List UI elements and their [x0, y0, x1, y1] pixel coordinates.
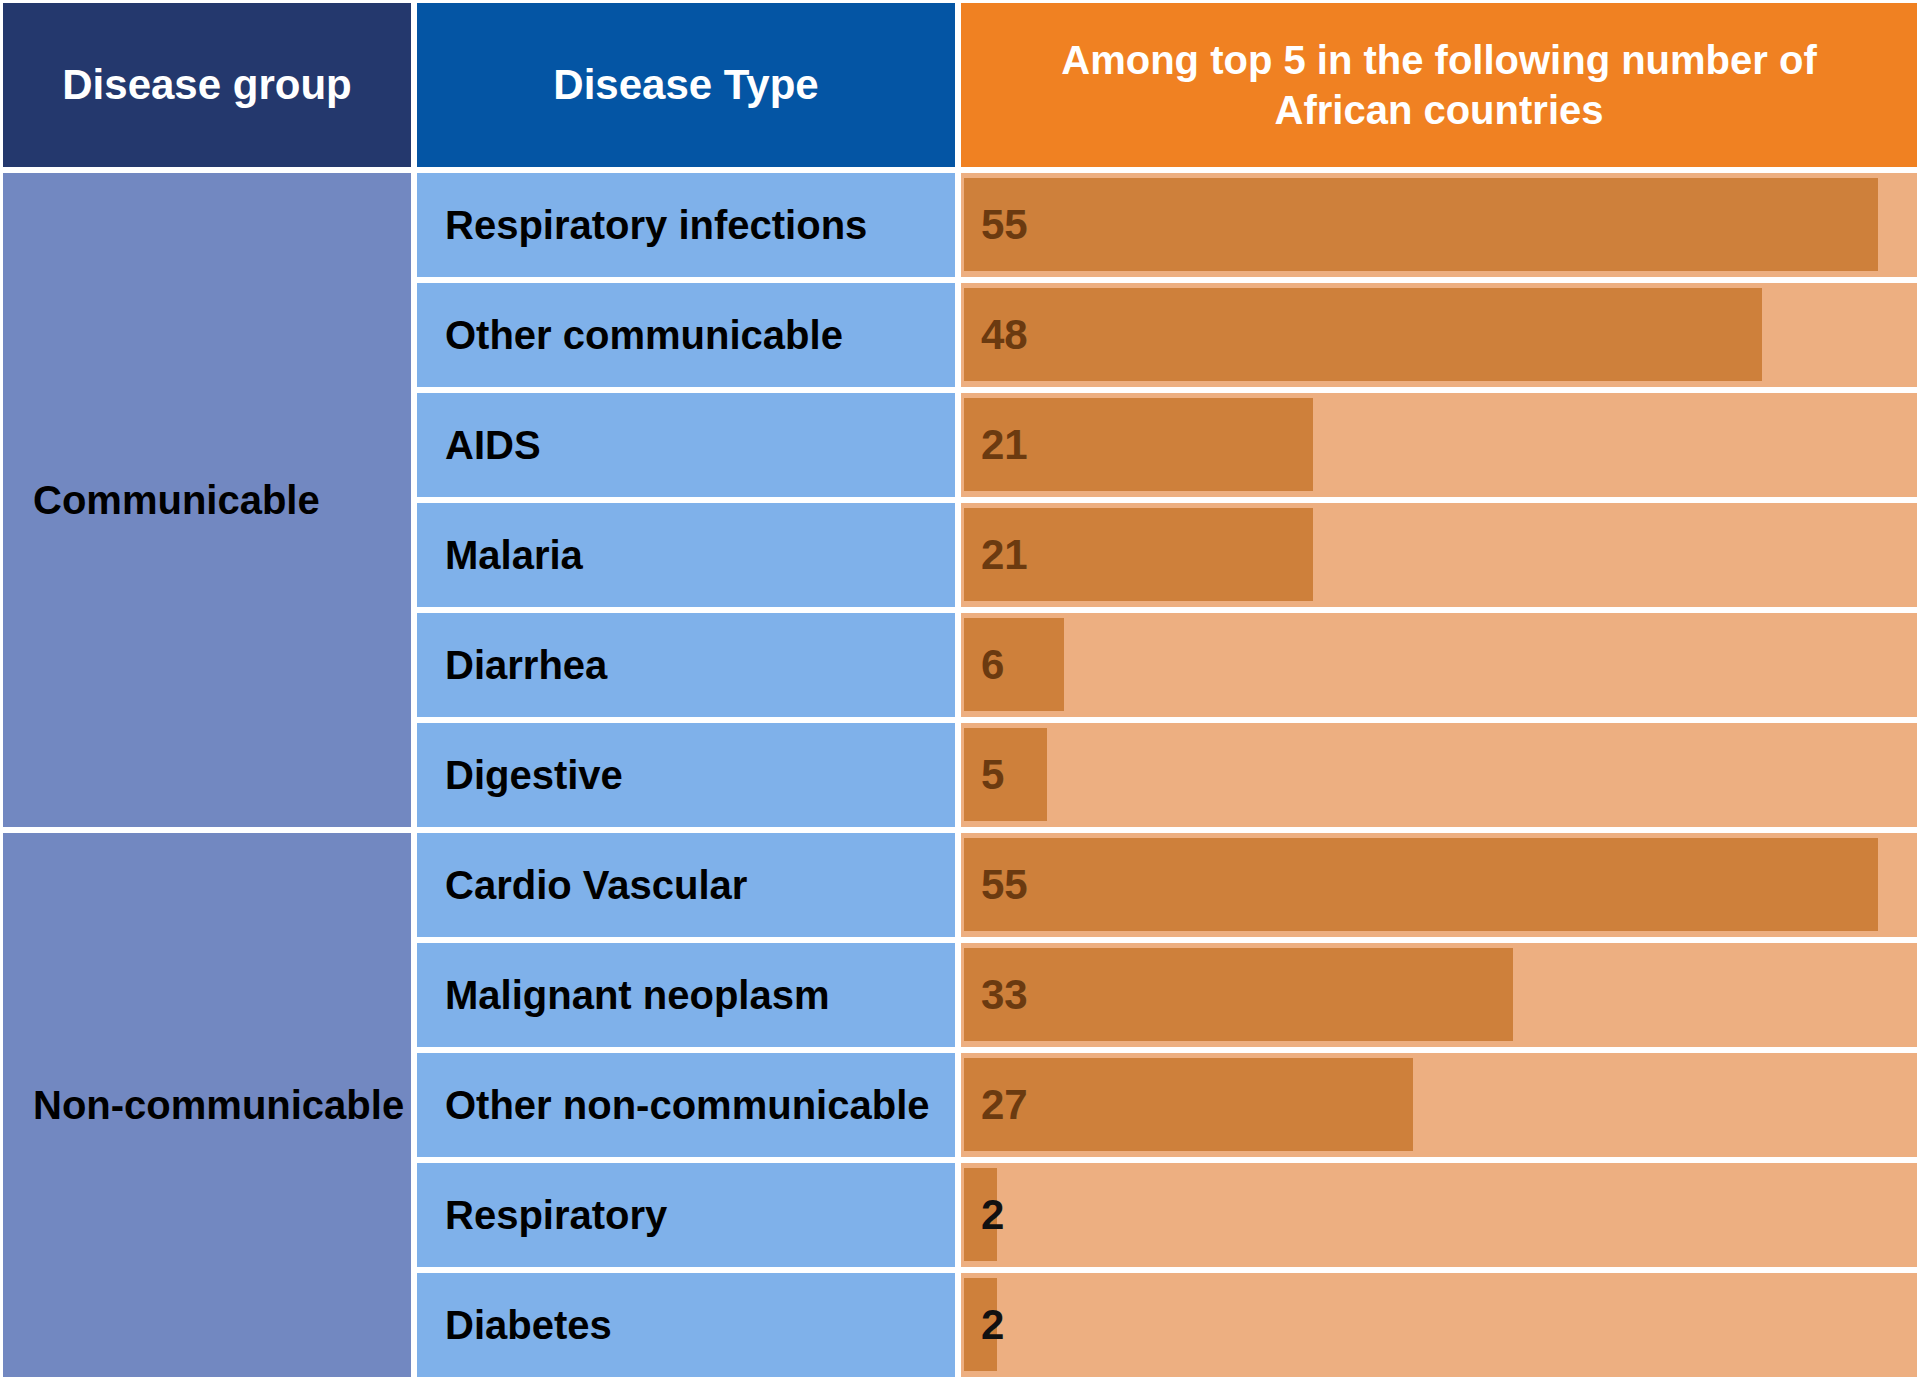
bar-value-label: 21 [961, 531, 1028, 579]
disease-type-cell: Other communicable [417, 283, 955, 387]
bar-track: 2 [961, 1163, 1917, 1267]
header-bar-column-line2: African countries [1275, 85, 1604, 135]
bar-value-label: 55 [961, 861, 1028, 909]
disease-type-cell: Respiratory infections [417, 173, 955, 277]
bar-value-label: 5 [961, 751, 1004, 799]
header-bar-column: Among top 5 in the following number of A… [961, 3, 1917, 167]
bar-track: 48 [961, 283, 1917, 387]
bar [964, 948, 1513, 1041]
bar-track: 55 [961, 833, 1917, 937]
bar-track: 2 [961, 1273, 1917, 1377]
bar-track: 27 [961, 1053, 1917, 1157]
bar-value-label: 21 [961, 421, 1028, 469]
disease-type-cell: Cardio Vascular [417, 833, 955, 937]
bar-track: 5 [961, 723, 1917, 827]
bar-track: 21 [961, 393, 1917, 497]
group-cell-communicable: Communicable [3, 173, 411, 827]
disease-type-cell: Diabetes [417, 1273, 955, 1377]
bar-value-label: 27 [961, 1081, 1028, 1129]
bar-value-label: 48 [961, 311, 1028, 359]
group-cell-non-communicable: Non-communicable [3, 833, 411, 1377]
bar [964, 288, 1762, 381]
disease-type-cell: Malignant neoplasm [417, 943, 955, 1047]
disease-type-cell: AIDS [417, 393, 955, 497]
header-bar-column-line1: Among top 5 in the following number of [1061, 35, 1816, 85]
bar-value-label: 2 [961, 1191, 1004, 1239]
disease-type-cell: Malaria [417, 503, 955, 607]
disease-type-cell: Digestive [417, 723, 955, 827]
bar-track: 33 [961, 943, 1917, 1047]
disease-table: Disease group Disease Type Among top 5 i… [0, 0, 1920, 1380]
header-disease-type: Disease Type [417, 3, 955, 167]
bar [964, 1058, 1413, 1151]
disease-type-cell: Diarrhea [417, 613, 955, 717]
bar-track: 6 [961, 613, 1917, 717]
bar [964, 178, 1878, 271]
disease-type-cell: Respiratory [417, 1163, 955, 1267]
bar-value-label: 33 [961, 971, 1028, 1019]
header-disease-group: Disease group [3, 3, 411, 167]
bar-value-label: 6 [961, 641, 1004, 689]
bar-track: 55 [961, 173, 1917, 277]
bar-value-label: 55 [961, 201, 1028, 249]
bar [964, 838, 1878, 931]
bar-track: 21 [961, 503, 1917, 607]
bar-value-label: 2 [961, 1301, 1004, 1349]
disease-type-cell: Other non-communicable [417, 1053, 955, 1157]
